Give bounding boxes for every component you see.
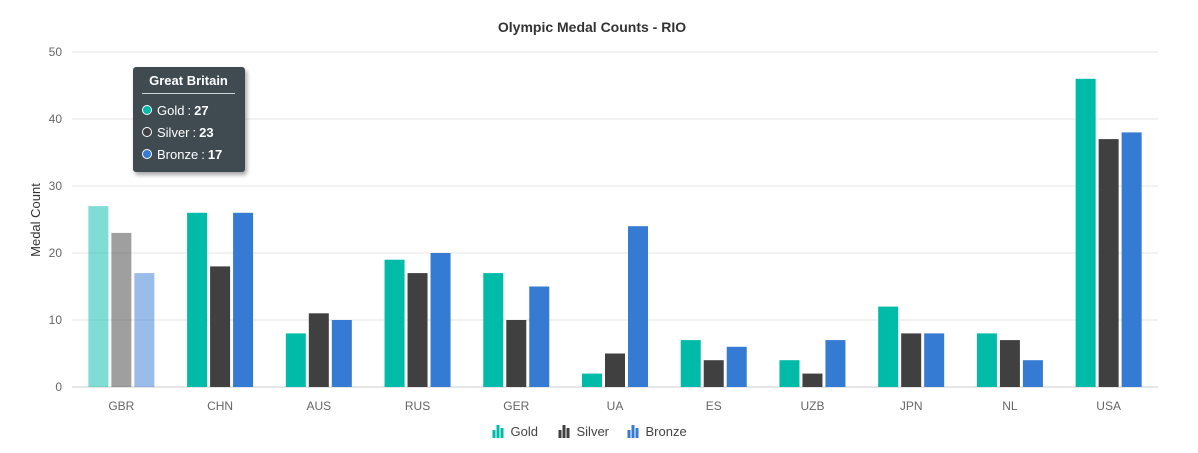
bar-gold-chn[interactable] xyxy=(187,212,208,387)
bronze-dot-icon xyxy=(142,149,152,159)
bar-silver-gbr[interactable] xyxy=(111,232,132,387)
x-tick-label: RUS xyxy=(405,399,430,413)
tooltip: Great Britain Gold: 27 Silver: 23 Bronze… xyxy=(133,67,245,172)
x-tick-label: GER xyxy=(503,399,529,413)
bar-bronze-ger[interactable] xyxy=(529,286,550,388)
tooltip-label: Silver xyxy=(157,124,190,140)
tooltip-label: Bronze xyxy=(157,146,199,162)
x-tick-label: UA xyxy=(607,399,624,413)
bar-gold-gbr[interactable] xyxy=(88,206,109,387)
tooltip-value: 27 xyxy=(194,102,209,118)
legend-label: Gold xyxy=(511,424,538,439)
x-tick-label: NL xyxy=(1002,399,1018,413)
legend-label: Bronze xyxy=(646,424,687,439)
bar-silver-jpn[interactable] xyxy=(901,333,922,387)
legend-item-bronze[interactable]: Bronze xyxy=(627,424,687,439)
y-axis-ticks: 0 10 20 30 40 50 xyxy=(49,45,63,394)
y-tick-label: 50 xyxy=(49,45,63,59)
bar-silver-usa[interactable] xyxy=(1098,139,1119,387)
tooltip-title: Great Britain xyxy=(142,73,235,94)
bar-bronze-gbr[interactable] xyxy=(134,273,155,387)
silver-dot-icon xyxy=(142,127,152,137)
bar-bronze-usa[interactable] xyxy=(1121,132,1142,387)
tooltip-row-bronze: Bronze: 17 xyxy=(142,143,235,165)
y-axis-title: Medal Count xyxy=(28,183,43,257)
bar-chart-icon xyxy=(492,425,504,438)
legend-item-silver[interactable]: Silver xyxy=(558,424,610,439)
bar-gold-nl[interactable] xyxy=(976,333,997,387)
bar-bronze-es[interactable] xyxy=(726,346,747,387)
x-tick-label: ES xyxy=(706,399,722,413)
y-tick-label: 0 xyxy=(55,380,62,394)
tooltip-row-gold: Gold: 27 xyxy=(142,99,235,121)
bar-silver-nl[interactable] xyxy=(999,340,1020,387)
bar-bronze-rus[interactable] xyxy=(430,253,451,387)
bar-silver-ger[interactable] xyxy=(506,320,527,387)
y-tick-label: 40 xyxy=(49,112,63,126)
bar-gold-ua[interactable] xyxy=(582,373,602,387)
bar-silver-uzb[interactable] xyxy=(802,373,823,387)
tooltip-value: 17 xyxy=(207,146,223,162)
bar-silver-es[interactable] xyxy=(703,360,724,387)
bar-gold-rus[interactable] xyxy=(384,259,405,387)
bar-chart-icon xyxy=(558,425,570,438)
y-tick-label: 20 xyxy=(49,246,63,260)
bar-gold-uzb[interactable] xyxy=(779,360,800,387)
bar-silver-ua[interactable] xyxy=(605,353,625,388)
x-tick-label: USA xyxy=(1096,399,1121,413)
bar-gold-usa[interactable] xyxy=(1075,78,1096,388)
tooltip-row-silver: Silver: 23 xyxy=(142,121,235,143)
x-tick-label: CHN xyxy=(207,399,233,413)
bar-bronze-uzb[interactable] xyxy=(825,340,846,387)
bar-bronze-chn[interactable] xyxy=(233,212,254,387)
x-tick-label: AUS xyxy=(306,399,331,413)
tooltip-value: 23 xyxy=(199,124,214,140)
bar-gold-ger[interactable] xyxy=(483,273,504,387)
bar-gold-jpn[interactable] xyxy=(878,306,899,387)
x-tick-label: UZB xyxy=(800,399,824,413)
x-tick-label: JPN xyxy=(900,399,923,413)
x-axis-ticks: GBR CHN AUS RUS GER UA ES UZB JPN NL USA xyxy=(108,399,1121,413)
tooltip-label: Gold xyxy=(157,102,185,118)
bars xyxy=(88,78,1142,388)
y-tick-label: 10 xyxy=(49,313,63,327)
bar-silver-chn[interactable] xyxy=(210,266,231,387)
bar-bronze-aus[interactable] xyxy=(331,320,352,387)
bar-gold-aus[interactable] xyxy=(285,333,306,387)
bar-gold-es[interactable] xyxy=(680,340,701,387)
legend: Gold Silver Bronze xyxy=(492,424,687,439)
legend-label: Silver xyxy=(577,424,610,439)
bar-bronze-nl[interactable] xyxy=(1022,360,1043,387)
bar-silver-aus[interactable] xyxy=(308,313,329,387)
legend-item-gold[interactable]: Gold xyxy=(492,424,538,439)
bar-silver-rus[interactable] xyxy=(407,273,428,387)
chart-title: Olympic Medal Counts - RIO xyxy=(498,19,686,35)
bar-chart-icon xyxy=(627,425,639,438)
bar-bronze-ua[interactable] xyxy=(628,226,648,387)
gold-dot-icon xyxy=(142,105,152,115)
x-tick-label: GBR xyxy=(108,399,134,413)
bar-bronze-jpn[interactable] xyxy=(924,333,945,387)
y-tick-label: 30 xyxy=(49,179,63,193)
